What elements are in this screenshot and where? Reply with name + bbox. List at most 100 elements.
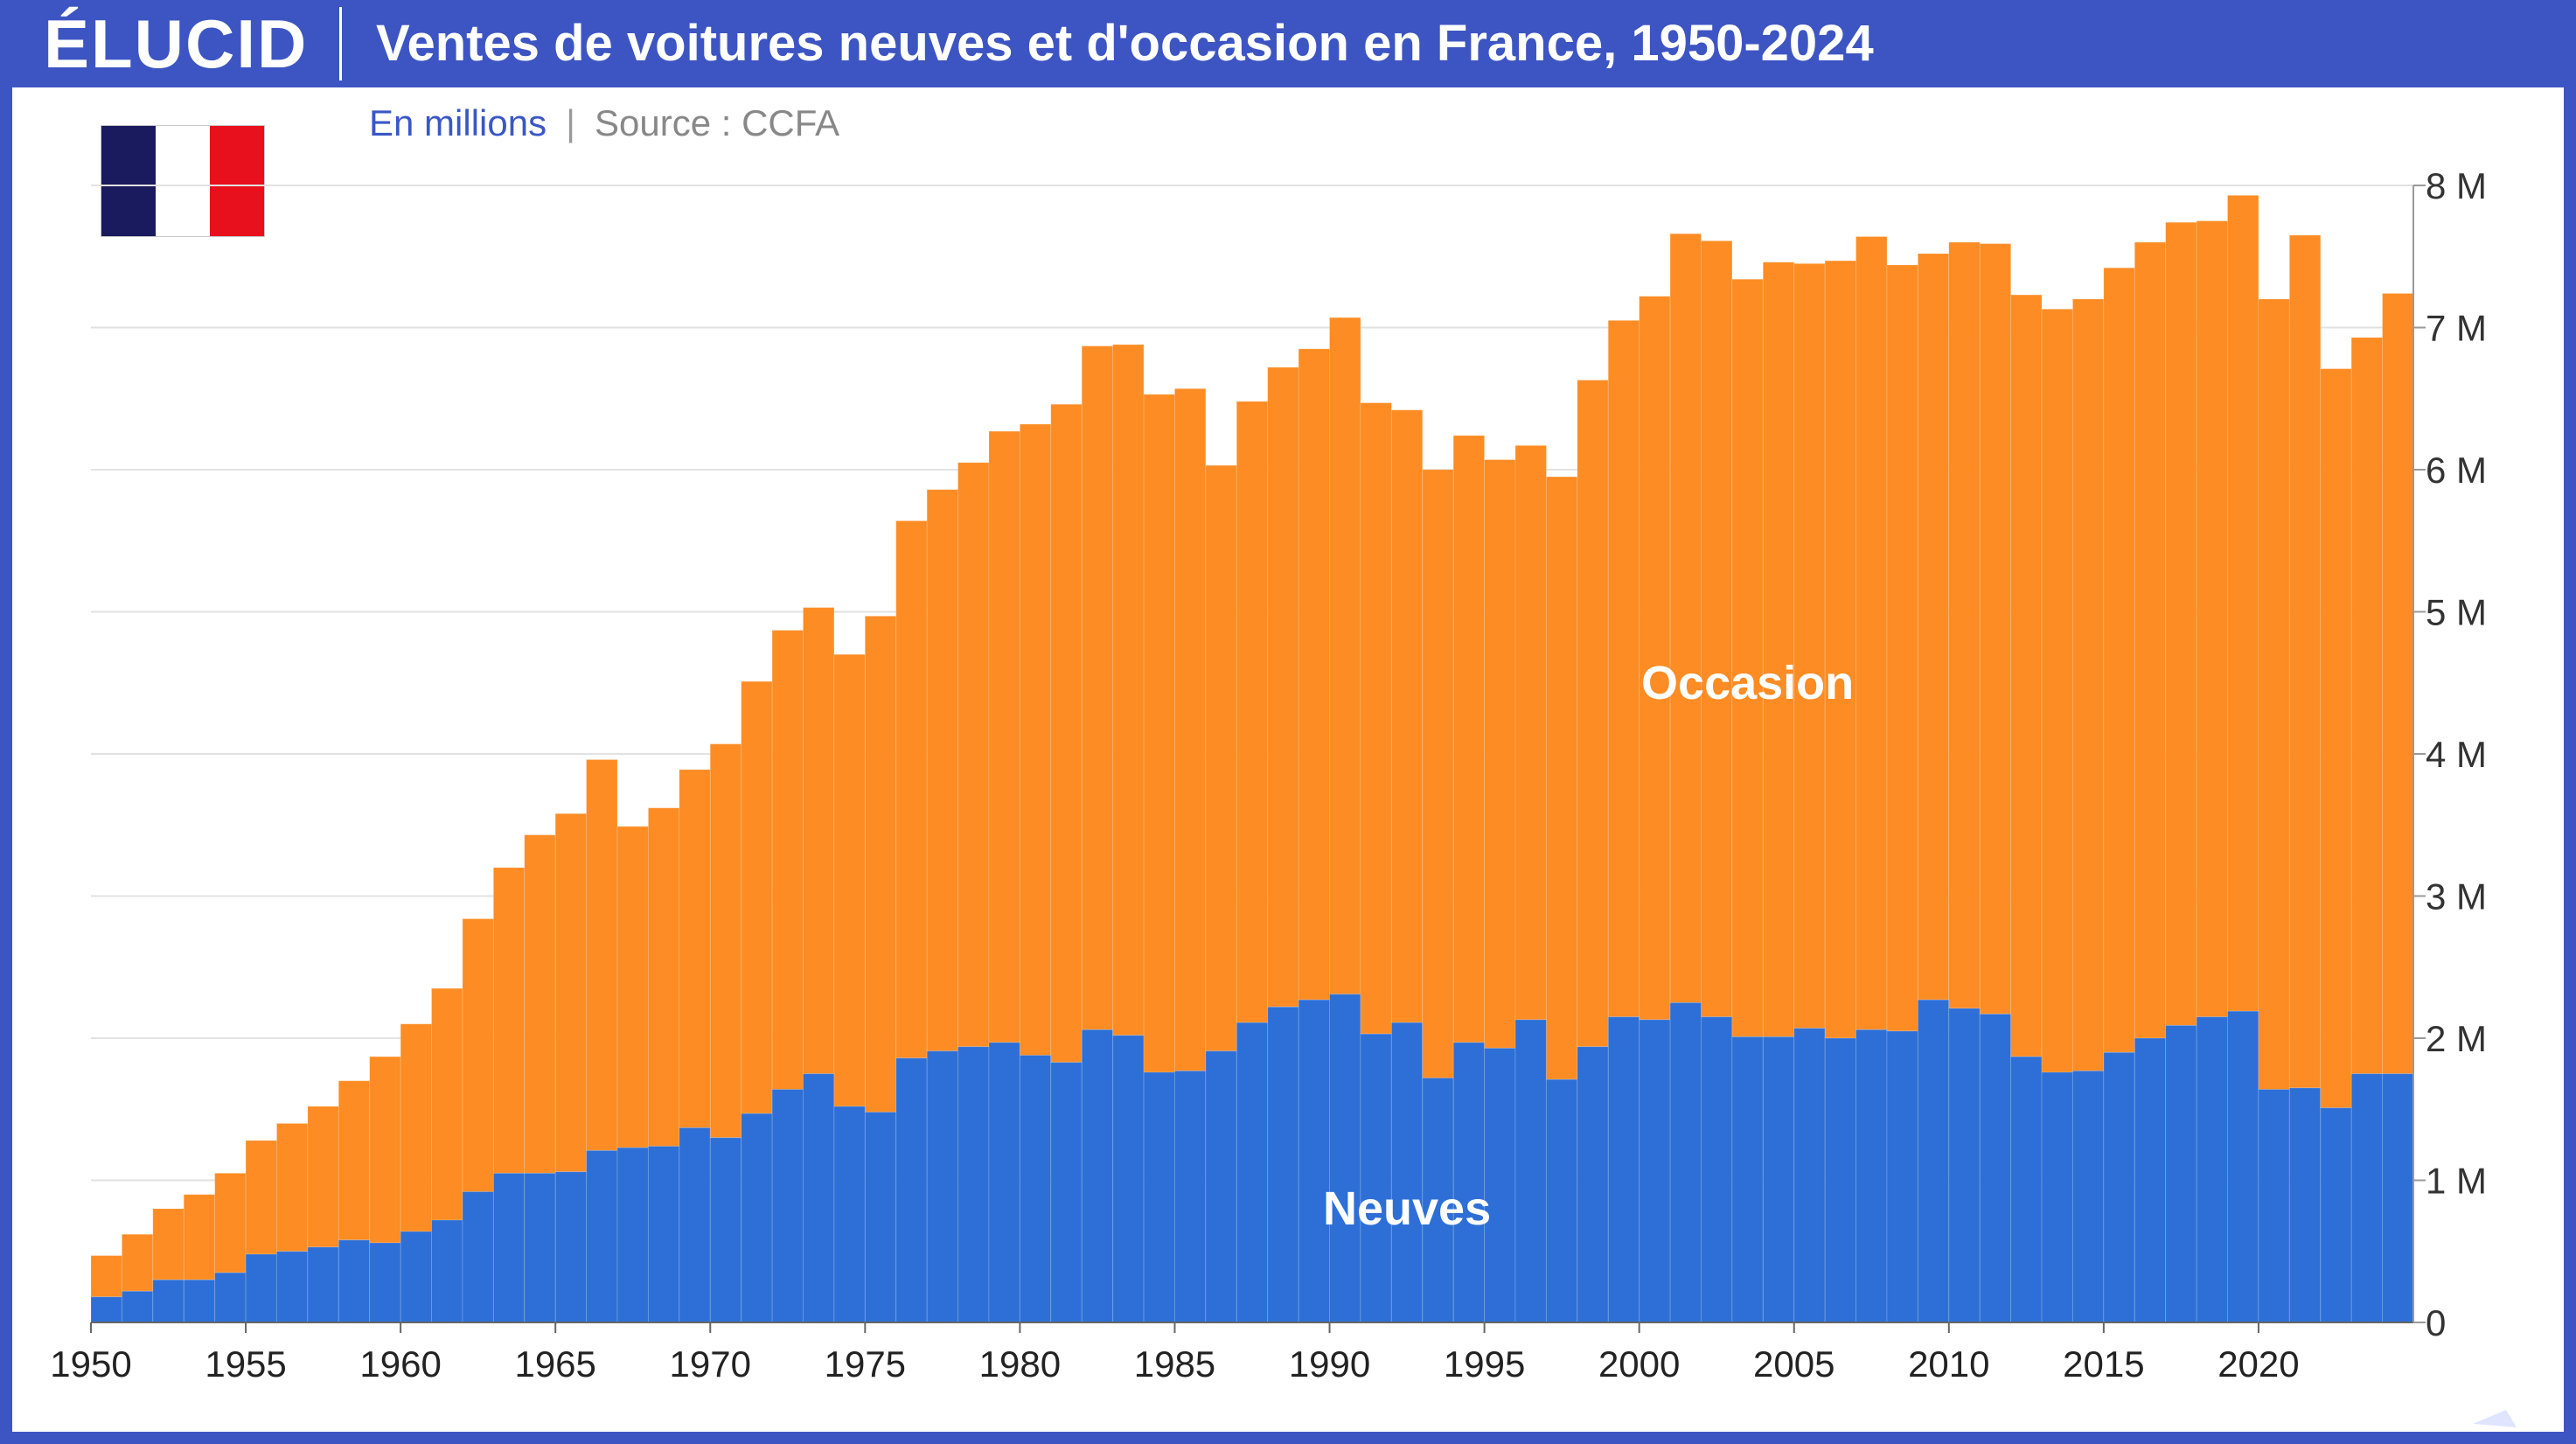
bar-neuves-1993: [1422, 1078, 1454, 1323]
bar-occasion-1992: [1390, 409, 1424, 1023]
bar-occasion-2004: [1762, 262, 1795, 1037]
bar-neuves-1996: [1514, 1019, 1547, 1323]
bar-neuves-1950: [90, 1296, 122, 1323]
bar-occasion-1953: [183, 1194, 216, 1280]
bar-neuves-2010: [1948, 1008, 1981, 1323]
flag-band-blue: [101, 126, 156, 236]
bar-occasion-2007: [1855, 236, 1888, 1030]
x-tick-label: 1965: [514, 1343, 595, 1385]
x-tick-label: 1995: [1444, 1343, 1525, 1385]
bar-occasion-1969: [679, 769, 711, 1128]
y-tick-label: 0: [2426, 1302, 2446, 1343]
x-tick-label: 1980: [979, 1343, 1061, 1385]
bar-occasion-1989: [1298, 348, 1331, 1001]
bar-neuves-2002: [1700, 1016, 1733, 1323]
bar-occasion-1990: [1329, 317, 1361, 995]
bar-neuves-2008: [1886, 1030, 1918, 1323]
bar-occasion-1970: [709, 743, 742, 1139]
bar-neuves-1978: [957, 1046, 990, 1323]
bar-neuves-1957: [307, 1246, 339, 1323]
bar-neuves-1976: [895, 1057, 928, 1323]
bar-occasion-1997: [1545, 476, 1578, 1080]
bar-occasion-1959: [369, 1056, 401, 1244]
y-tick-label: 1 M: [2426, 1161, 2487, 1202]
bar-occasion-1954: [214, 1172, 247, 1273]
bar-occasion-2000: [1639, 296, 1671, 1021]
bar-neuves-1992: [1390, 1022, 1424, 1323]
bar-occasion-1957: [307, 1106, 339, 1248]
elucid-logo: ÉLUCID: [44, 5, 309, 82]
bar-neuves-1981: [1050, 1062, 1083, 1323]
subtitle-separator: |: [566, 102, 575, 143]
bar-occasion-1991: [1360, 402, 1392, 1035]
bar-neuves-1988: [1267, 1006, 1299, 1323]
bar-occasion-1966: [586, 759, 618, 1151]
bar-neuves-1977: [926, 1050, 959, 1323]
bar-occasion-1950: [90, 1255, 122, 1298]
bar-neuves-1990: [1329, 994, 1361, 1323]
y-tick-label: 8 M: [2426, 165, 2487, 206]
bar-neuves-1987: [1236, 1022, 1269, 1323]
bar-neuves-2012: [2010, 1056, 2043, 1323]
bar-occasion-1965: [554, 813, 588, 1173]
bar-neuves-1951: [121, 1290, 154, 1323]
header-divider: [339, 7, 342, 80]
bar-occasion-2017: [2165, 221, 2197, 1026]
bar-occasion-1993: [1422, 469, 1454, 1078]
bar-occasion-1979: [988, 430, 1020, 1043]
bar-neuves-2022: [2320, 1107, 2352, 1323]
bar-occasion-1983: [1112, 344, 1145, 1036]
bar-neuves-1971: [741, 1113, 773, 1323]
bar-occasion-1955: [245, 1140, 277, 1255]
bar-occasion-1988: [1267, 366, 1299, 1008]
bar-neuves-1955: [245, 1253, 277, 1323]
bar-occasion-1968: [647, 807, 680, 1147]
bar-occasion-2022: [2320, 368, 2352, 1109]
bar-occasion-1982: [1081, 345, 1114, 1030]
bar-occasion-1951: [121, 1233, 154, 1292]
y-tick-label: 6 M: [2426, 450, 2487, 491]
chart-subtitle: En millions | Source : CCFA: [369, 96, 839, 150]
bar-occasion-1976: [895, 520, 928, 1059]
bar-occasion-2013: [2041, 308, 2073, 1073]
bar-occasion-1956: [275, 1123, 309, 1252]
bar-occasion-1960: [400, 1023, 433, 1232]
bar-neuves-1997: [1545, 1078, 1578, 1323]
bar-occasion-1958: [338, 1080, 371, 1241]
header-bar: ÉLUCID Ventes de voitures neuves et d'oc…: [0, 0, 2576, 87]
bar-neuves-1954: [214, 1272, 247, 1323]
bar-neuves-2009: [1917, 999, 1950, 1323]
bar-neuves-2021: [2288, 1087, 2322, 1323]
bar-occasion-2010: [1948, 241, 1981, 1009]
bar-occasion-1964: [524, 834, 556, 1174]
bar-occasion-1967: [616, 826, 649, 1148]
bar-occasion-1972: [771, 630, 804, 1090]
bar-neuves-2011: [1979, 1013, 2012, 1323]
series-label-neuves: Neuves: [1323, 1182, 1491, 1235]
bar-occasion-2011: [1979, 243, 2012, 1015]
bar-occasion-2009: [1917, 253, 1950, 1001]
bar-neuves-2023: [2350, 1073, 2384, 1323]
series-label-occasion: Occasion: [1641, 657, 1854, 709]
bar-neuves-1967: [616, 1147, 649, 1323]
x-tick-label: 1975: [825, 1343, 906, 1385]
bar-occasion-2005: [1793, 262, 1826, 1029]
x-tick-label: 2010: [1908, 1343, 1989, 1385]
bar-occasion-2023: [2350, 337, 2384, 1075]
bar-neuves-1953: [183, 1279, 216, 1323]
x-tick-label: 1985: [1134, 1343, 1215, 1385]
bar-occasion-2012: [2010, 294, 2043, 1057]
bar-neuves-2001: [1669, 1001, 1702, 1323]
y-tick-label: 2 M: [2426, 1018, 2487, 1059]
flag-band-red: [210, 126, 264, 236]
x-tick-label: 1950: [50, 1343, 131, 1385]
bar-occasion-2014: [2071, 298, 2105, 1071]
bar-neuves-1969: [679, 1127, 711, 1323]
flag-band-white: [156, 126, 210, 236]
bar-occasion-2018: [2196, 220, 2229, 1018]
bar-occasion-1987: [1236, 401, 1269, 1023]
x-tick-label: 2000: [1598, 1343, 1680, 1385]
bar-occasion-2003: [1731, 278, 1764, 1037]
bar-neuves-2015: [2103, 1051, 2135, 1323]
bar-neuves-1974: [833, 1106, 866, 1323]
